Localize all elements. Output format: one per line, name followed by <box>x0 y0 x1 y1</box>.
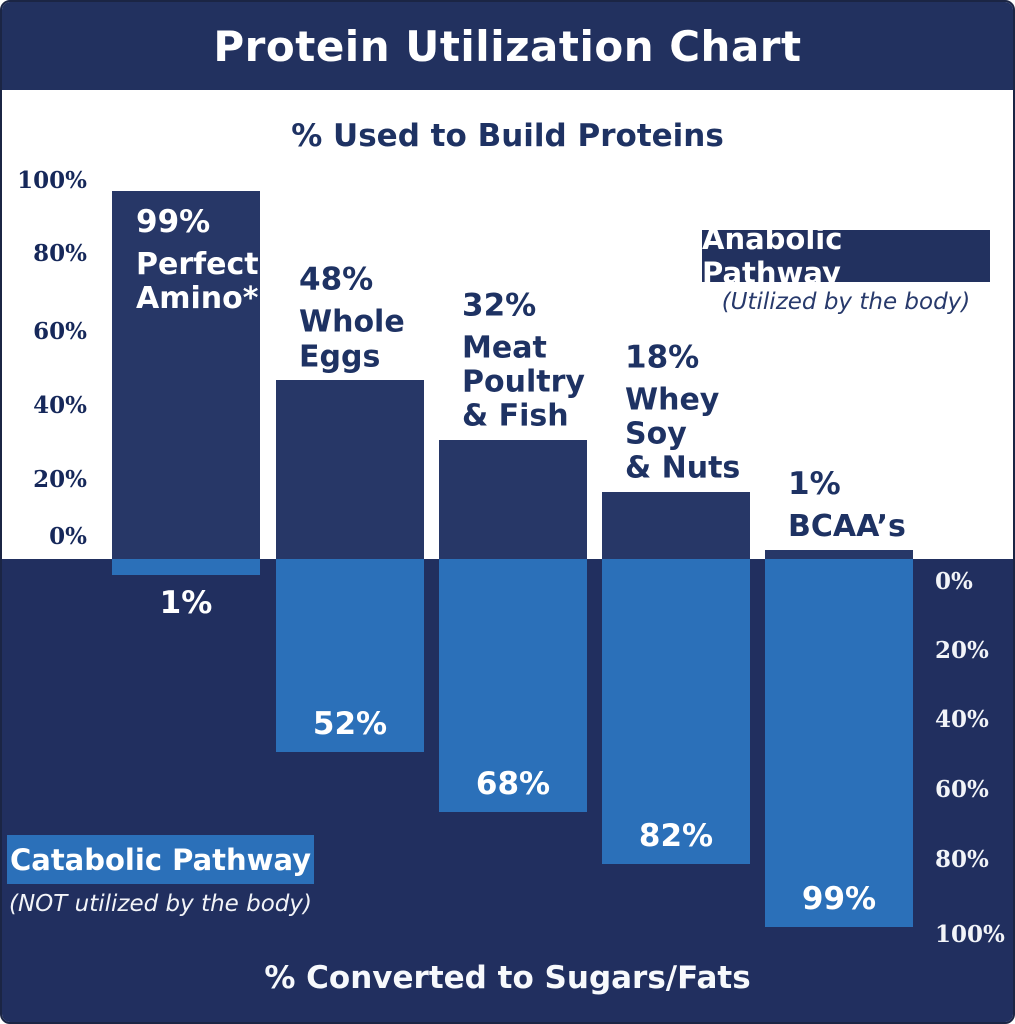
page-title: Protein Utilization Chart <box>213 21 802 71</box>
anabolic-bar <box>765 550 913 559</box>
anabolic-pathway-caption: (Utilized by the body) <box>721 289 971 315</box>
right-axis-tick: 80% <box>935 846 989 873</box>
anabolic-bar <box>112 190 260 559</box>
catabolic-value: 1% <box>159 585 213 621</box>
anabolic-value: 1% <box>788 465 841 502</box>
right-axis-tick: 60% <box>935 776 989 803</box>
anabolic-value: 48% <box>299 262 374 299</box>
right-axis-tick: 0% <box>935 568 973 595</box>
anabolic-bar-label: 1% BCAA’s <box>788 465 906 544</box>
category-name: Perfect Amino* <box>136 246 259 316</box>
anabolic-value: 99% <box>136 203 211 240</box>
catabolic-pathway-legend: Catabolic Pathway <box>7 835 314 884</box>
anabolic-bar-label: 32% Meat Poultry & Fish <box>462 290 585 434</box>
category-name: BCAA’s <box>788 508 906 544</box>
anabolic-bar-label: 18% Whey Soy & Nuts <box>625 342 740 486</box>
left-axis-tick: 60% <box>33 318 87 345</box>
catabolic-value: 52% <box>312 706 388 743</box>
left-axis-tick: 20% <box>33 466 87 493</box>
catabolic-value: 82% <box>638 818 714 855</box>
left-axis-tick: 40% <box>33 392 87 419</box>
anabolic-pathway-legend: Anabolic Pathway <box>702 222 990 290</box>
anabolic-bar <box>276 380 424 559</box>
anabolic-bar <box>439 439 587 559</box>
right-axis-tick: 20% <box>935 637 989 664</box>
anabolic-value: 32% <box>462 287 537 324</box>
catabolic-bar <box>439 559 587 812</box>
catabolic-bar <box>112 559 260 575</box>
chart-header-band: Protein Utilization Chart <box>2 2 1013 90</box>
catabolic-bar <box>276 559 424 753</box>
category-name: Meat Poultry & Fish <box>462 330 585 434</box>
catabolic-bar <box>765 559 913 928</box>
anabolic-value: 18% <box>625 339 700 376</box>
category-name: Whole Eggs <box>299 305 405 375</box>
catabolic-bar <box>602 559 750 865</box>
left-axis-tick: 80% <box>33 240 87 267</box>
top-axis-title: % Used to Build Proteins <box>291 118 724 154</box>
anabolic-bar <box>602 492 750 559</box>
left-axis-tick: 0% <box>49 523 87 550</box>
catabolic-value: 99% <box>801 881 877 918</box>
catabolic-pathway-caption: (NOT utilized by the body) <box>9 891 312 917</box>
anabolic-bar-label: 48% Whole Eggs <box>299 265 405 374</box>
anabolic-pathway-label: Anabolic Pathway <box>702 222 843 290</box>
left-axis-tick: 100% <box>17 167 87 194</box>
right-axis-tick: 40% <box>935 706 989 733</box>
category-name: Whey Soy & Nuts <box>625 382 741 486</box>
right-axis-tick: 100% <box>935 921 1005 948</box>
catabolic-value: 68% <box>475 765 551 802</box>
catabolic-pathway-label: Catabolic Pathway <box>9 842 312 877</box>
anabolic-bar-label: 99% Perfect Amino* <box>136 203 259 316</box>
bottom-axis-title: % Converted to Sugars/Fats <box>264 960 751 996</box>
